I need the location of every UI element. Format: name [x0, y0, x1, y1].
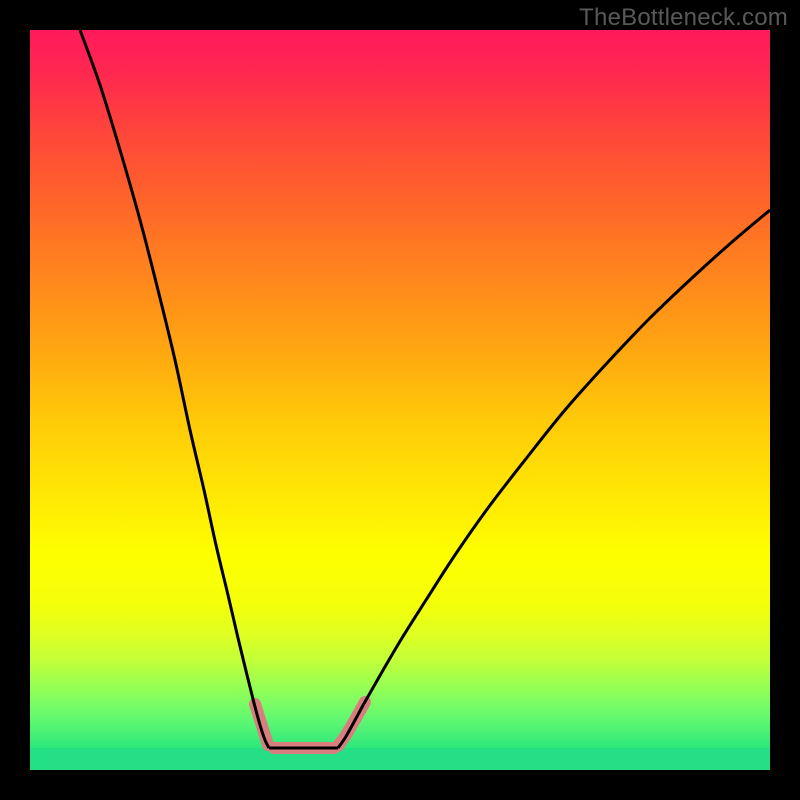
chart-svg [30, 30, 770, 770]
watermark-text: TheBottleneck.com [579, 4, 788, 32]
green-band [30, 748, 770, 770]
plot-area [30, 30, 770, 770]
chart-container: TheBottleneck.com [0, 0, 800, 800]
